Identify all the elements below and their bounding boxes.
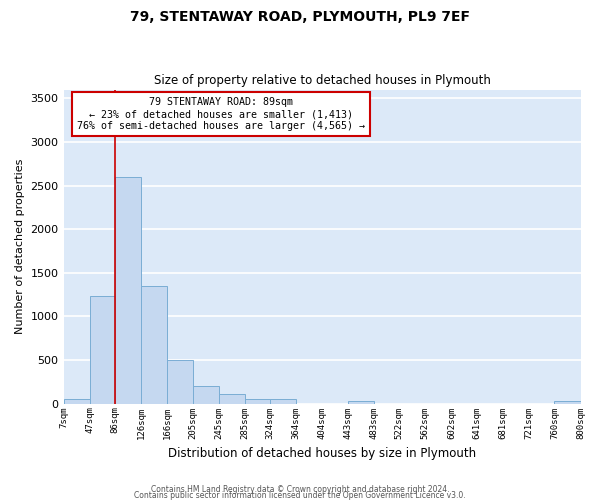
Text: 79, STENTAWAY ROAD, PLYMOUTH, PL9 7EF: 79, STENTAWAY ROAD, PLYMOUTH, PL9 7EF <box>130 10 470 24</box>
Bar <box>270 400 296 404</box>
Bar <box>89 296 115 404</box>
Text: Contains public sector information licensed under the Open Government Licence v3: Contains public sector information licen… <box>134 490 466 500</box>
Bar <box>554 401 581 404</box>
Title: Size of property relative to detached houses in Plymouth: Size of property relative to detached ho… <box>154 74 490 87</box>
Bar <box>141 286 167 404</box>
Bar <box>115 177 141 404</box>
Bar <box>218 394 245 404</box>
Y-axis label: Number of detached properties: Number of detached properties <box>15 159 25 334</box>
Text: 79 STENTAWAY ROAD: 89sqm
← 23% of detached houses are smaller (1,413)
76% of sem: 79 STENTAWAY ROAD: 89sqm ← 23% of detach… <box>77 98 365 130</box>
Bar <box>193 386 218 404</box>
Bar <box>167 360 193 404</box>
Bar <box>348 401 374 404</box>
Bar <box>64 400 89 404</box>
X-axis label: Distribution of detached houses by size in Plymouth: Distribution of detached houses by size … <box>168 447 476 460</box>
Text: Contains HM Land Registry data © Crown copyright and database right 2024.: Contains HM Land Registry data © Crown c… <box>151 484 449 494</box>
Bar <box>245 400 270 404</box>
